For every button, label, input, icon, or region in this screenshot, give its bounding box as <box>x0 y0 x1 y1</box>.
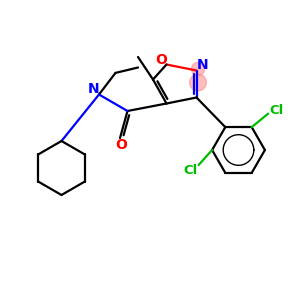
Text: O: O <box>155 53 167 67</box>
Text: Cl: Cl <box>183 164 197 177</box>
Text: N: N <box>197 58 208 72</box>
Circle shape <box>190 74 206 91</box>
Circle shape <box>191 62 205 76</box>
Text: N: N <box>88 82 99 96</box>
Text: O: O <box>116 138 128 152</box>
Text: Cl: Cl <box>269 103 284 116</box>
